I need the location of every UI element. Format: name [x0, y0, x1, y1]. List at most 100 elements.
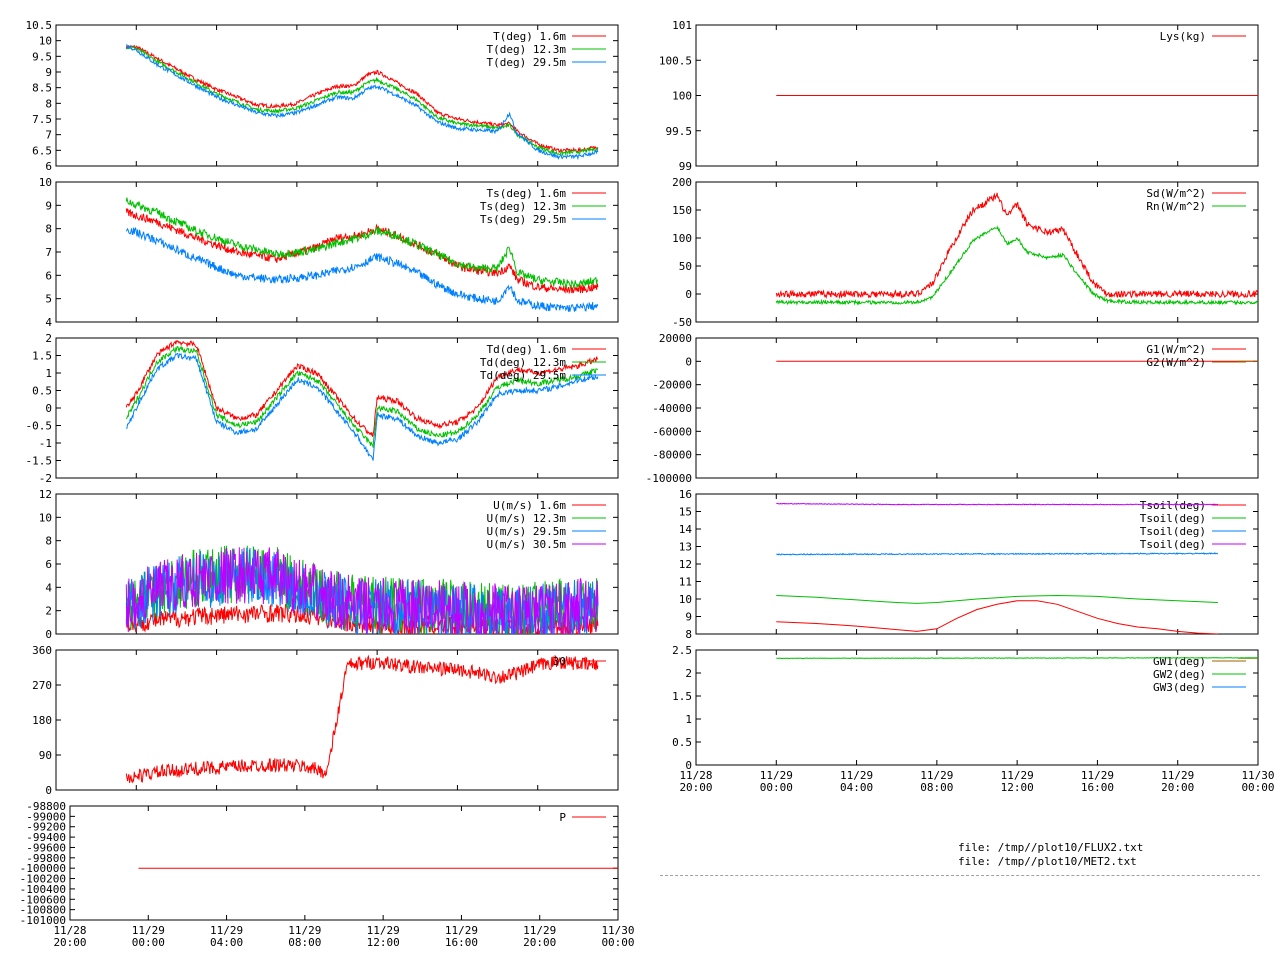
- x-tick-label: 00:00: [601, 936, 634, 949]
- x-tick-label: 00:00: [760, 781, 793, 794]
- y-tick-label: 360: [32, 644, 52, 657]
- y-tick-label: -99600: [26, 841, 66, 854]
- series-line: [126, 352, 599, 461]
- legend-label: Ts(deg) 1.6m: [487, 187, 567, 200]
- legend-label: U(m/s) 30.5m: [487, 538, 567, 551]
- legend-label: Rn(W/m^2): [1146, 200, 1206, 213]
- x-tick-label: 20:00: [523, 936, 556, 949]
- legend-label: Ts(deg) 12.3m: [480, 200, 566, 213]
- y-tick-label: 100: [672, 90, 692, 103]
- y-tick-label: 100.5: [659, 54, 692, 67]
- x-tick-label: 11/30: [1241, 769, 1274, 782]
- plot-frame: [55, 24, 619, 167]
- x-tick-label: 11/28: [679, 769, 712, 782]
- x-tick-label: 00:00: [1241, 781, 1274, 794]
- y-tick-label: 9: [685, 611, 692, 624]
- y-tick-label: 5: [45, 293, 52, 306]
- series-line: [125, 547, 599, 634]
- x-tick-label: 11/29: [920, 769, 953, 782]
- y-tick-label: 99.5: [666, 125, 693, 138]
- y-tick-label: 99: [679, 160, 692, 173]
- series-line: [776, 657, 1258, 660]
- y-tick-label: 0: [45, 402, 52, 415]
- y-tick-label: -0.5: [26, 420, 53, 433]
- y-tick-label: 6: [45, 558, 52, 571]
- y-tick-label: 9.5: [32, 50, 52, 63]
- y-tick-label: 10: [39, 35, 52, 48]
- y-tick-label: 270: [32, 679, 52, 692]
- x-tick-label: 11/29: [445, 924, 478, 937]
- x-tick-label: 04:00: [840, 781, 873, 794]
- y-tick-label: 8: [45, 223, 52, 236]
- x-tick-label: 11/29: [367, 924, 400, 937]
- y-tick-label: 50: [679, 260, 692, 273]
- chart-panel: 0 90 180 270 360 30: [32, 644, 619, 797]
- x-tick-label: 11/30: [601, 924, 634, 937]
- y-tick-label: 6.5: [32, 144, 52, 157]
- y-tick-label: 14: [679, 523, 693, 536]
- y-tick-label: 12: [39, 488, 52, 501]
- y-tick-label: 10: [39, 176, 52, 189]
- series-line: [776, 552, 1219, 556]
- series-line: [125, 345, 599, 448]
- y-tick-label: 1: [685, 713, 692, 726]
- y-tick-label: 8: [685, 628, 692, 641]
- x-tick-label: 11/29: [1161, 769, 1194, 782]
- legend-label: U(m/s) 12.3m: [487, 512, 567, 525]
- y-tick-label: 2.5: [672, 644, 692, 657]
- x-tick-label: 20:00: [1161, 781, 1194, 794]
- plot-frame: [69, 805, 619, 921]
- y-tick-label: 16: [679, 488, 692, 501]
- chart-panel: -100000 -80000 -60000 -40000 -20000 0 20000 G1(…: [646, 332, 1259, 485]
- y-tick-label: 8: [45, 97, 52, 110]
- y-tick-label: 0: [685, 759, 692, 772]
- x-tick-label: 11/29: [210, 924, 243, 937]
- y-tick-label: -60000: [652, 425, 692, 438]
- series-line: [776, 600, 1218, 634]
- y-tick-label: 2: [45, 605, 52, 618]
- legend-label: Sd(W/m^2): [1146, 187, 1206, 200]
- x-tick-label: 11/29: [288, 924, 321, 937]
- y-tick-label: -100000: [20, 862, 66, 875]
- y-tick-label: 4: [45, 316, 52, 329]
- y-tick-label: -101000: [20, 914, 66, 927]
- y-tick-label: -100200: [20, 873, 66, 886]
- file-line: file: /tmp//plot10/FLUX2.txt: [958, 841, 1144, 854]
- series-line: [776, 502, 1219, 506]
- y-tick-label: -99000: [26, 810, 66, 823]
- legend-label: 30: [553, 655, 566, 668]
- x-tick-label: 11/29: [132, 924, 165, 937]
- y-tick-label: 2: [685, 667, 692, 680]
- y-tick-label: 0: [685, 288, 692, 301]
- y-tick-label: 10: [39, 511, 52, 524]
- legend-label: Lys(kg): [1160, 30, 1206, 43]
- x-tick-label: 16:00: [445, 936, 478, 949]
- plot-frame: [695, 181, 1259, 323]
- y-tick-label: -99400: [26, 831, 66, 844]
- x-tick-label: 08:00: [288, 936, 321, 949]
- x-tick-label: 11/28: [53, 924, 86, 937]
- chart-panel: 00.511.522.511/2820:0011/2900:0011/2904:…: [672, 644, 1274, 794]
- legend-label: GW1(deg): [1153, 655, 1206, 668]
- y-tick-label: -100600: [20, 893, 66, 906]
- y-tick-label: 12: [679, 558, 692, 571]
- y-tick-label: 0: [45, 784, 52, 797]
- file-list: file: /tmp//plot10/FLUX2.txt file: /tmp//…: [958, 841, 1143, 869]
- legend-label: Ts(deg) 29.5m: [480, 213, 566, 226]
- y-tick-label: 20000: [659, 332, 692, 345]
- legend-label: Td(deg) 29.5m: [480, 369, 566, 382]
- y-tick-label: -50: [672, 316, 692, 329]
- y-tick-label: -2: [39, 472, 52, 485]
- y-tick-label: -80000: [652, 449, 692, 462]
- y-tick-label: -98800: [26, 800, 66, 813]
- x-tick-label: 12:00: [1001, 781, 1034, 794]
- y-tick-label: -1: [39, 437, 52, 450]
- chart-panel: -50 0 50 100 150 200 Sd(W/m^2)Rn(W/m^2): [672, 176, 1259, 329]
- legend-label: T(deg) 12.3m: [487, 43, 567, 56]
- y-tick-label: 7.5: [32, 113, 52, 126]
- y-tick-label: 0: [45, 628, 52, 641]
- legend-label: Tsoil(deg): [1140, 538, 1206, 551]
- y-tick-label: 0.5: [32, 385, 52, 398]
